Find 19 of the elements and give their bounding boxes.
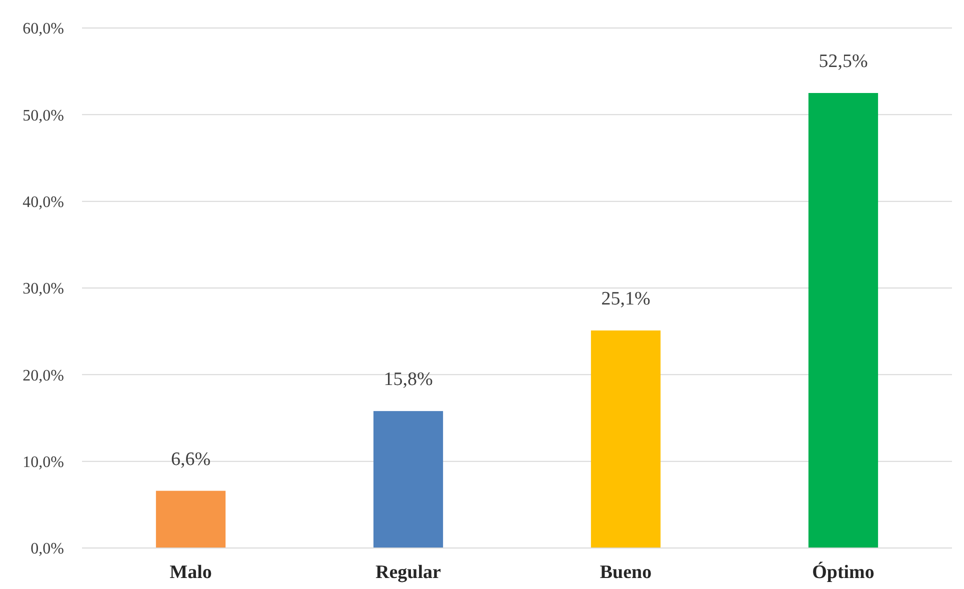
- x-tick-label: Malo: [170, 562, 212, 583]
- data-label: 25,1%: [601, 288, 650, 310]
- y-tick-label: 60,0%: [22, 20, 64, 38]
- bar: [808, 93, 878, 548]
- y-tick-label: 30,0%: [22, 280, 64, 298]
- y-tick-label: 10,0%: [22, 454, 64, 471]
- x-tick-label: Regular: [376, 562, 442, 583]
- y-tick-label: 0,0%: [30, 540, 64, 558]
- x-tick-label: Óptimo: [812, 561, 874, 583]
- bar: [156, 490, 226, 548]
- bar: [373, 411, 444, 548]
- x-tick-label: Bueno: [600, 562, 652, 583]
- data-label: 15,8%: [384, 369, 433, 390]
- bar: [590, 330, 661, 548]
- y-tick-label: 20,0%: [22, 367, 64, 384]
- data-label: 6,6%: [170, 448, 211, 470]
- data-label: 52,5%: [818, 51, 868, 72]
- y-tick-label: 50,0%: [22, 107, 64, 124]
- y-tick-label: 40,0%: [22, 194, 64, 211]
